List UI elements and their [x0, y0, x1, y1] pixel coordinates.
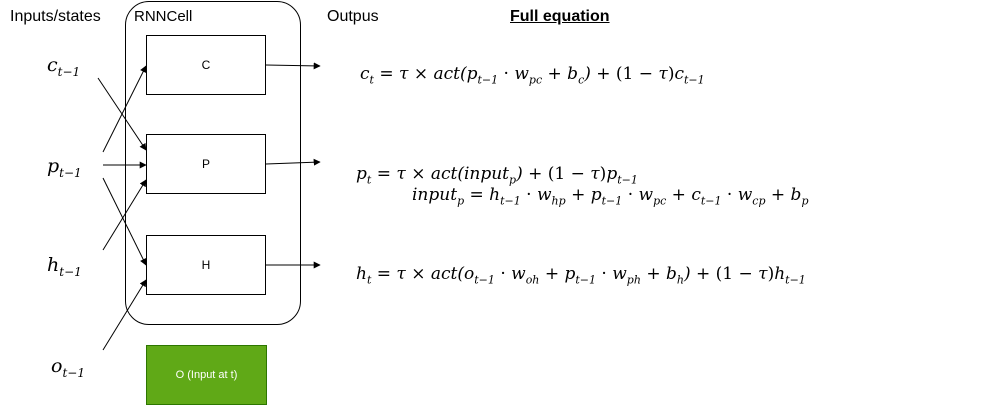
input-o-prev: ot−1 [51, 355, 85, 380]
rnncell-header: RNNCell [134, 8, 193, 25]
edge-c-out [265, 62, 321, 70]
equation-input-p: inputp = ht−1 · whp + pt−1 · wpc + ct−1 … [412, 185, 809, 208]
edge-h-to-p [102, 179, 147, 251]
outputs-header: Outpus [327, 8, 379, 25]
cell-h-box: H [146, 235, 266, 295]
rnncell-container [125, 1, 301, 325]
equation-p-t: pt = τ × act(inputp) + (1 − τ)pt−1 [356, 164, 638, 187]
input-c-prev: ct−1 [47, 54, 81, 79]
cell-p-box: P [146, 134, 266, 194]
inputs-states-header: Inputs/states [10, 8, 101, 25]
edge-p-to-h [102, 177, 147, 266]
full-equation-title: Full equation [510, 8, 610, 25]
cell-c-box: C [146, 35, 266, 95]
edge-o-to-h [102, 279, 147, 351]
edge-p-to-c [102, 65, 147, 153]
equation-c-t: ct = τ × act(pt−1 · wpc + bc) + (1 − τ)c… [360, 64, 705, 87]
input-h-prev: ht−1 [47, 254, 82, 279]
edge-p-out [265, 158, 321, 166]
input-o-box: O (Input at t) [146, 345, 267, 405]
equation-h-t: ht = τ × act(ot−1 · woh + pt−1 · wph + b… [356, 264, 806, 287]
input-p-prev: pt−1 [47, 155, 82, 180]
